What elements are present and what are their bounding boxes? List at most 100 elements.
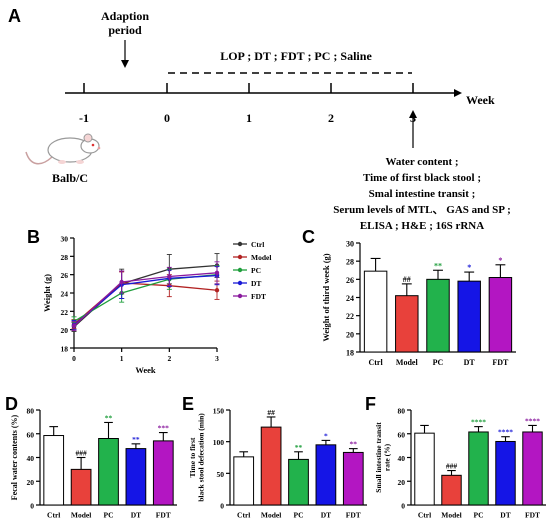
bar-model	[260, 426, 282, 506]
y-tick-label: 24	[346, 294, 354, 303]
measure-line: Water content ;	[385, 156, 458, 168]
significance-label: ***	[158, 424, 170, 433]
legend-marker	[237, 267, 243, 273]
x-tick-label: DT	[500, 511, 510, 520]
panel-a: A Adaption period LOP ; DT ; FDT ; PC ; …	[8, 6, 511, 232]
bar-dt	[457, 280, 481, 353]
y-tick-label: 60	[398, 430, 406, 439]
bar-ctrl	[233, 456, 255, 506]
intestine-transit-bar-chart: 0 20 40 60 80 Small intestine transit rate (%)…	[374, 407, 546, 520]
y-tick-label: 50	[217, 470, 225, 479]
x-tick-label: PC	[474, 511, 484, 520]
legend-marker	[237, 241, 243, 247]
y-axis-title: Weight of third week (g)	[321, 253, 331, 341]
y-tick-label: 30	[61, 235, 69, 244]
bar-fdt	[488, 277, 513, 353]
y-tick-label: 20	[398, 478, 406, 487]
x-tick-label: Ctrl	[418, 511, 431, 520]
significance-label: **	[132, 435, 140, 444]
y-tick-label: 22	[61, 308, 69, 317]
bar-fdt	[522, 431, 543, 506]
bar-pc	[468, 431, 489, 506]
y-tick-label: 60	[27, 430, 35, 439]
measure-line: Time of first black stool ;	[363, 172, 481, 184]
y-axis-title: Small intestine transit	[374, 422, 383, 493]
panel-label-f: F	[365, 394, 376, 414]
bar-pc	[98, 438, 119, 506]
y-tick-label: 22	[346, 312, 354, 321]
treatment-label: LOP ; DT ; FDT ; PC ; Saline	[220, 49, 372, 63]
x-tick-label: PC	[294, 511, 304, 520]
x-tick-label: FDT	[525, 511, 540, 520]
significance-label: ###	[446, 462, 458, 471]
bar-fdt	[342, 451, 364, 506]
significance-label: ****	[498, 428, 513, 437]
data-point	[119, 279, 124, 285]
adaption-arrow-head	[121, 60, 129, 68]
data-point	[214, 288, 220, 293]
y-tick-label: 80	[27, 407, 35, 416]
timeline-ticks: -1 0 1 2 3	[79, 83, 416, 125]
y-tick-label: 100	[213, 438, 225, 447]
y-tick-label: 0	[401, 502, 405, 511]
bar-ctrl	[363, 270, 388, 353]
bar-dt	[125, 448, 147, 506]
legend-label: PC	[251, 266, 261, 275]
significance-label: *	[467, 263, 471, 272]
y-tick-label: 20	[61, 326, 69, 335]
significance-label: **	[295, 443, 303, 452]
weight-line-chart: 18 20 22 24 26 28 30 Weight (g) 0 1 2 3 Week Ctrl Mode…	[42, 235, 271, 376]
timeline-tick-label: -1	[79, 111, 89, 125]
x-tick-label: Model	[71, 511, 91, 520]
bar-ctrl	[43, 435, 65, 506]
series-line-fdt	[73, 272, 218, 327]
y-tick-label: 26	[346, 276, 354, 285]
y-tick-label: 26	[61, 271, 69, 280]
bar-dt	[495, 440, 516, 506]
y-tick-label: 0	[220, 502, 224, 511]
timeline-tick-label: 1	[246, 111, 252, 125]
adaption-label-line1: Adaption	[101, 9, 149, 23]
x-tick-label: DT	[464, 358, 476, 367]
y-tick-label: 150	[213, 407, 225, 416]
significance-label: *	[324, 431, 328, 440]
x-tick-label: PC	[433, 358, 444, 367]
x-tick-label: Model	[441, 511, 461, 520]
y-tick-label: 28	[346, 258, 354, 267]
measure-line: Smal intestine transit ;	[369, 188, 476, 200]
x-tick-label: Ctrl	[237, 511, 250, 520]
mouse-icon	[25, 133, 101, 165]
y-tick-label: 18	[346, 349, 354, 358]
x-axis-title: Week	[135, 365, 156, 375]
y-tick-label: 80	[398, 407, 406, 416]
third-week-weight-bar-chart: 18 20 22 24 26 28 30 Weight of third week (g) Ct…	[321, 240, 516, 367]
data-point	[214, 270, 220, 276]
significance-label: ##	[267, 408, 275, 417]
legend-marker	[237, 280, 243, 286]
y-tick-label: 20	[27, 478, 35, 487]
panel-label-d: D	[5, 394, 18, 414]
legend-label: DT	[251, 279, 261, 288]
x-tick-label: FDT	[346, 511, 361, 520]
bar-model	[441, 474, 462, 506]
panel-label-b: B	[27, 227, 40, 247]
significance-label: ###	[75, 449, 87, 458]
panel-label-a: A	[8, 6, 21, 26]
x-tick-label: PC	[104, 511, 114, 520]
bar-model	[70, 468, 92, 506]
significance-label: ****	[471, 418, 486, 427]
bar-dt	[315, 444, 337, 506]
adaption-label-line2: period	[108, 23, 142, 37]
bar-fdt	[152, 440, 174, 506]
series-line-dt	[73, 274, 218, 326]
measure-line: Serum levels of MTL、 GAS and SP ;	[333, 204, 511, 216]
timeline-tick-label: 0	[164, 111, 170, 125]
significance-label: ****	[525, 416, 540, 425]
x-tick-label: DT	[321, 511, 331, 520]
x-tick-label: Model	[396, 358, 419, 367]
x-tick-label: DT	[131, 511, 141, 520]
legend-label: Model	[251, 253, 271, 262]
measure-arrow-head	[409, 110, 417, 118]
bar-pc	[426, 278, 450, 353]
timeline-axis-label: Week	[466, 93, 495, 107]
